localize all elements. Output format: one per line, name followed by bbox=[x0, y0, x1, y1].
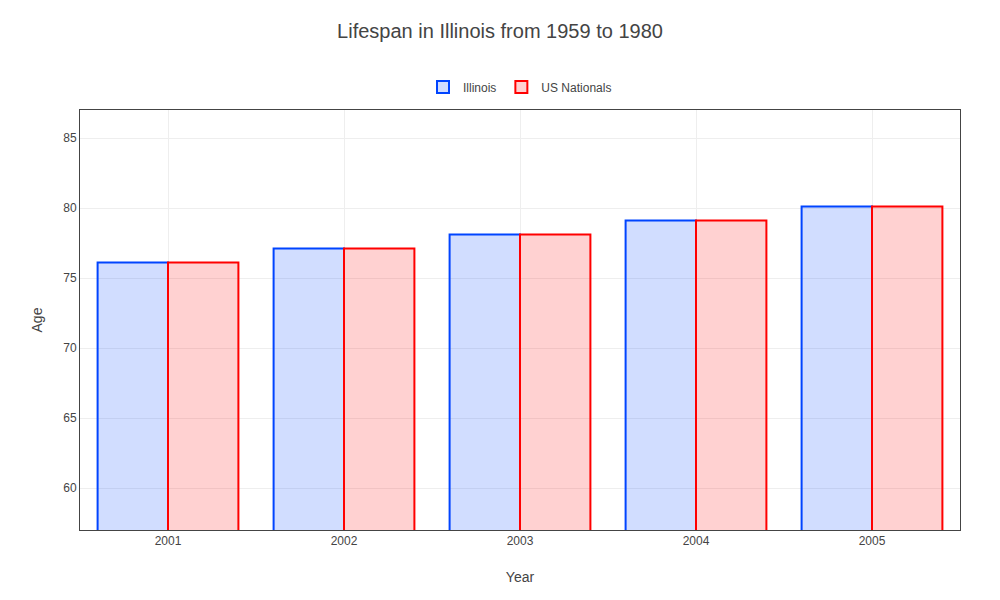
svg-text:2003: 2003 bbox=[507, 534, 534, 548]
svg-text:Lifespan in Illinois from 1959: Lifespan in Illinois from 1959 to 1980 bbox=[337, 20, 663, 42]
svg-text:85: 85 bbox=[63, 131, 77, 145]
svg-text:2004: 2004 bbox=[683, 534, 710, 548]
svg-text:80: 80 bbox=[63, 201, 77, 215]
svg-text:Year: Year bbox=[506, 569, 535, 585]
svg-text:Illinois: Illinois bbox=[463, 81, 496, 95]
svg-text:65: 65 bbox=[63, 411, 77, 425]
svg-text:2005: 2005 bbox=[859, 534, 886, 548]
svg-text:Age: Age bbox=[29, 307, 45, 332]
svg-text:2001: 2001 bbox=[155, 534, 182, 548]
svg-text:60: 60 bbox=[63, 481, 77, 495]
svg-text:2002: 2002 bbox=[331, 534, 358, 548]
svg-text:75: 75 bbox=[63, 271, 77, 285]
svg-text:US Nationals: US Nationals bbox=[541, 81, 611, 95]
svg-text:70: 70 bbox=[63, 341, 77, 355]
